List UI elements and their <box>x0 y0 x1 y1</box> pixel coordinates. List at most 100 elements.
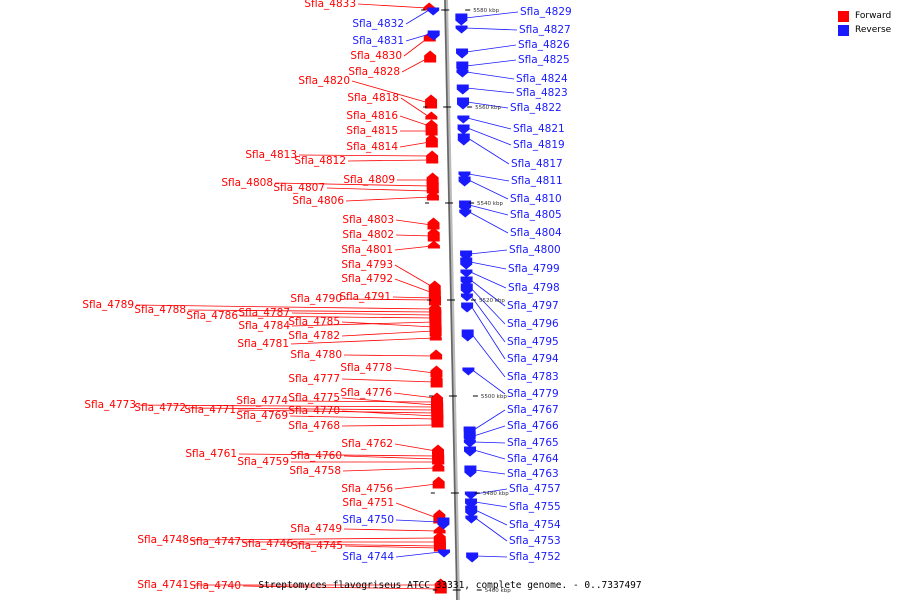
gene-label-forward[interactable]: Sfla_4809 <box>343 174 395 186</box>
gene-label-forward[interactable]: Sfla_4808 <box>221 177 273 189</box>
gene-feature-reverse[interactable] <box>455 13 468 26</box>
gene-feature-reverse[interactable] <box>456 48 469 59</box>
gene-feature-reverse[interactable] <box>457 124 470 135</box>
gene-label-reverse[interactable]: Sfla_4832 <box>352 18 404 30</box>
gene-feature-forward[interactable] <box>429 332 442 341</box>
gene-label-forward[interactable]: Sfla_4784 <box>238 320 290 332</box>
gene-label-reverse[interactable]: Sfla_4821 <box>513 123 565 135</box>
gene-label-reverse[interactable]: Sfla_4805 <box>510 209 562 221</box>
gene-feature-reverse[interactable] <box>460 293 473 302</box>
gene-label-forward[interactable]: Sfla_4741 <box>137 579 189 591</box>
gene-label-reverse[interactable]: Sfla_4800 <box>509 244 561 256</box>
gene-label-forward[interactable]: Sfla_4745 <box>291 540 343 552</box>
gene-label-forward[interactable]: Sfla_4814 <box>346 141 398 153</box>
legend-reverse[interactable]: Reverse <box>838 23 891 37</box>
gene-label-forward[interactable]: Sfla_4788 <box>134 304 186 316</box>
gene-label-forward[interactable]: Sfla_4785 <box>288 316 340 328</box>
gene-label-forward[interactable]: Sfla_4748 <box>137 534 189 546</box>
gene-feature-reverse[interactable] <box>465 505 478 518</box>
gene-feature-reverse[interactable] <box>438 549 451 558</box>
gene-label-forward[interactable]: Sfla_4807 <box>273 182 325 194</box>
gene-feature-forward[interactable] <box>426 190 439 201</box>
gene-feature-forward[interactable] <box>426 153 439 164</box>
gene-label-reverse[interactable]: Sfla_4763 <box>507 468 559 480</box>
gene-feature-reverse[interactable] <box>427 7 440 16</box>
gene-label-forward[interactable]: Sfla_4751 <box>342 497 394 509</box>
gene-feature-reverse[interactable] <box>455 25 468 34</box>
gene-label-forward[interactable]: Sfla_4806 <box>292 195 344 207</box>
gene-label-forward[interactable]: Sfla_4770 <box>288 405 340 417</box>
gene-label-forward[interactable]: Sfla_4786 <box>186 310 238 322</box>
gene-label-forward[interactable]: Sfla_4815 <box>346 125 398 137</box>
gene-feature-reverse[interactable] <box>461 302 474 313</box>
gene-label-forward[interactable]: Sfla_4771 <box>184 404 236 416</box>
gene-label-forward[interactable]: Sfla_4762 <box>341 438 393 450</box>
gene-feature-forward[interactable] <box>428 292 441 301</box>
gene-feature-reverse[interactable] <box>463 439 476 448</box>
gene-feature-forward[interactable] <box>432 456 445 465</box>
gene-label-reverse[interactable]: Sfla_4744 <box>342 551 394 563</box>
gene-label-forward[interactable]: Sfla_4747 <box>189 536 241 548</box>
gene-label-forward[interactable]: Sfla_4793 <box>341 259 393 271</box>
gene-label-forward[interactable]: Sfla_4787 <box>238 307 290 319</box>
gene-label-reverse[interactable]: Sfla_4823 <box>516 87 568 99</box>
gene-label-forward[interactable]: Sfla_4778 <box>340 362 392 374</box>
gene-feature-reverse[interactable] <box>458 176 471 187</box>
gene-label-forward[interactable]: Sfla_4780 <box>290 349 342 361</box>
gene-feature-reverse[interactable] <box>464 446 476 457</box>
gene-label-forward[interactable]: Sfla_4818 <box>347 92 399 104</box>
gene-label-forward[interactable]: Sfla_4792 <box>341 273 393 285</box>
gene-feature-forward[interactable] <box>425 111 438 120</box>
gene-feature-reverse[interactable] <box>460 269 473 278</box>
gene-label-reverse[interactable]: Sfla_4822 <box>510 102 562 114</box>
gene-feature-reverse[interactable] <box>465 515 478 524</box>
gene-label-reverse[interactable]: Sfla_4825 <box>518 54 570 66</box>
gene-label-reverse[interactable]: Sfla_4753 <box>509 535 561 547</box>
gene-feature-reverse[interactable] <box>437 517 450 530</box>
gene-feature-reverse[interactable] <box>460 257 473 270</box>
gene-label-forward[interactable]: Sfla_4774 <box>236 395 288 407</box>
gene-feature-reverse[interactable] <box>457 115 470 124</box>
gene-label-reverse[interactable]: Sfla_4804 <box>510 227 562 239</box>
gene-feature-reverse[interactable] <box>456 69 469 78</box>
gene-label-forward[interactable]: Sfla_4828 <box>348 66 400 78</box>
gene-feature-reverse[interactable] <box>457 133 470 146</box>
gene-label-forward[interactable]: Sfla_4777 <box>288 373 340 385</box>
gene-label-reverse[interactable]: Sfla_4767 <box>507 404 559 416</box>
gene-label-reverse[interactable]: Sfla_4757 <box>509 483 561 495</box>
gene-label-forward[interactable]: Sfla_4813 <box>245 149 297 161</box>
gene-label-forward[interactable]: Sfla_4756 <box>341 483 393 495</box>
gene-label-reverse[interactable]: Sfla_4795 <box>507 336 559 348</box>
gene-label-reverse[interactable]: Sfla_4766 <box>507 420 559 432</box>
gene-feature-reverse[interactable] <box>459 209 472 218</box>
gene-label-forward[interactable]: Sfla_4761 <box>185 448 237 460</box>
gene-label-reverse[interactable]: Sfla_4827 <box>519 24 571 36</box>
gene-label-reverse[interactable]: Sfla_4811 <box>511 175 563 187</box>
gene-feature-forward[interactable] <box>425 133 438 148</box>
gene-label-forward[interactable]: Sfla_4833 <box>304 0 356 10</box>
gene-feature-forward[interactable] <box>425 123 438 136</box>
gene-feature-forward[interactable] <box>433 542 446 551</box>
gene-label-reverse[interactable]: Sfla_4750 <box>342 514 394 526</box>
gene-label-reverse[interactable]: Sfla_4754 <box>509 519 561 531</box>
gene-label-reverse[interactable]: Sfla_4794 <box>507 353 559 365</box>
gene-label-forward[interactable]: Sfla_4769 <box>236 410 288 422</box>
gene-label-forward[interactable]: Sfla_4758 <box>289 465 341 477</box>
gene-label-forward[interactable]: Sfla_4830 <box>350 50 402 62</box>
gene-label-reverse[interactable]: Sfla_4810 <box>510 193 562 205</box>
gene-label-reverse[interactable]: Sfla_4797 <box>507 300 559 312</box>
gene-feature-forward[interactable] <box>425 94 438 109</box>
gene-label-forward[interactable]: Sfla_4816 <box>346 110 398 122</box>
gene-feature-reverse[interactable] <box>464 491 477 500</box>
gene-label-reverse[interactable]: Sfla_4826 <box>518 39 570 51</box>
gene-feature-forward[interactable] <box>431 419 444 428</box>
gene-label-forward[interactable]: Sfla_4790 <box>290 293 342 305</box>
gene-feature-forward[interactable] <box>430 365 443 378</box>
gene-label-forward[interactable]: Sfla_4803 <box>342 214 394 226</box>
gene-label-forward[interactable]: Sfla_4768 <box>288 420 340 432</box>
gene-label-reverse[interactable]: Sfla_4817 <box>511 158 563 170</box>
gene-label-forward[interactable]: Sfla_4789 <box>82 299 134 311</box>
gene-feature-reverse[interactable] <box>462 367 475 376</box>
gene-label-reverse[interactable]: Sfla_4824 <box>516 73 568 85</box>
gene-label-forward[interactable]: Sfla_4820 <box>298 75 350 87</box>
